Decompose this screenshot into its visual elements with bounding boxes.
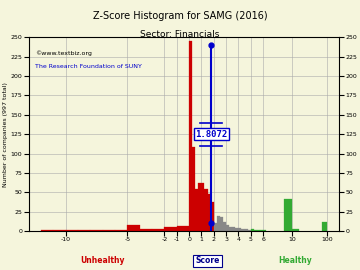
Bar	[192, 147, 195, 231]
Text: The Research Foundation of SUNY: The Research Foundation of SUNY	[35, 64, 142, 69]
Bar	[66, 230, 78, 231]
Bar	[232, 227, 235, 231]
Bar	[244, 229, 248, 231]
Bar	[235, 228, 238, 231]
Bar	[78, 230, 90, 231]
Bar	[284, 199, 292, 231]
Bar	[257, 230, 260, 231]
Text: Healthy: Healthy	[279, 256, 312, 265]
Bar	[208, 194, 211, 231]
Bar	[201, 183, 204, 231]
Bar	[214, 224, 217, 231]
Bar	[242, 229, 244, 231]
Text: ©www.textbiz.org: ©www.textbiz.org	[35, 51, 92, 56]
Bar	[220, 217, 223, 231]
Text: Score: Score	[195, 256, 220, 265]
Bar	[115, 230, 127, 231]
Bar	[152, 229, 165, 231]
Text: Z-Score Histogram for SAMG (2016): Z-Score Histogram for SAMG (2016)	[93, 11, 267, 21]
Bar	[254, 230, 257, 231]
Text: Unhealthy: Unhealthy	[80, 256, 125, 265]
Bar	[238, 228, 242, 231]
Bar	[211, 202, 214, 231]
Bar	[263, 230, 266, 231]
Bar	[260, 230, 263, 231]
Text: Sector: Financials: Sector: Financials	[140, 30, 220, 39]
Text: 1.8072: 1.8072	[195, 130, 228, 139]
Bar	[226, 225, 229, 231]
Bar	[223, 222, 226, 231]
Bar	[195, 188, 198, 231]
Bar	[204, 188, 208, 231]
Bar	[248, 230, 251, 231]
Bar	[217, 216, 220, 231]
Bar	[251, 229, 254, 231]
Bar	[165, 227, 177, 231]
Bar	[53, 230, 66, 231]
Bar	[189, 41, 192, 231]
Bar	[321, 222, 328, 231]
Bar	[198, 183, 201, 231]
Bar	[90, 230, 103, 231]
Bar	[127, 225, 140, 231]
Y-axis label: Number of companies (997 total): Number of companies (997 total)	[3, 82, 8, 187]
Bar	[41, 230, 53, 231]
Bar	[103, 230, 115, 231]
Bar	[140, 229, 152, 231]
Bar	[229, 227, 232, 231]
Bar	[292, 229, 299, 231]
Bar	[177, 226, 189, 231]
